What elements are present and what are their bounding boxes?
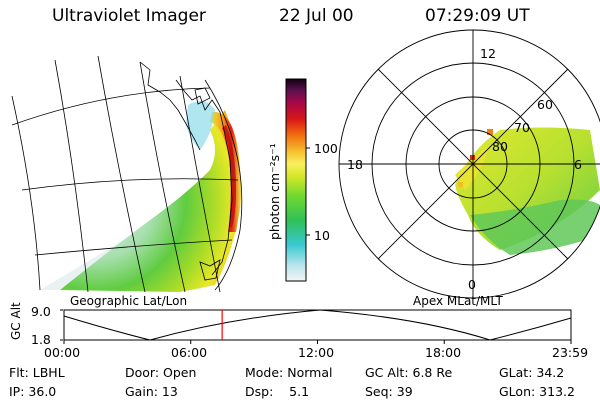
timeline-xtick: 23:59 [552,345,589,360]
status-gain: Gain: 13 [125,384,178,399]
altitude-timeline [60,309,572,344]
status-door: Door: Open [125,365,197,380]
timeline-xtick: 06:00 [171,345,208,360]
altitude-curve [63,309,572,341]
colorbar-tick-10: 10 [314,228,330,243]
lat-70-label: 70 [514,120,530,135]
status-mode: Mode: Normal [245,365,333,380]
colorbar-tick-100: 100 [314,141,338,156]
status-glon: GLon: 313.2 [499,384,575,399]
colorbar-unit-label: photon cm⁻²s⁻¹ [267,143,282,240]
meridian-line [11,95,41,291]
status-dsp: Dsp: 5.1 [245,384,310,399]
timeline-ylabel: GC Alt [9,302,23,340]
mlt-0-label: 0 [468,277,476,292]
timeline-ytick-bottom: 1.8 [31,332,51,347]
parallel-line [11,87,211,126]
status-gc-alt: GC Alt: 6.8 Re [365,365,453,380]
time-label: 07:29:09 UT [425,6,530,26]
timeline-xtick: 18:00 [425,345,462,360]
auroral-emission [60,110,241,292]
lat-60-label: 60 [537,97,553,112]
timeline-xtick: 00:00 [44,345,81,360]
instrument-title: Ultraviolet Imager [52,6,206,26]
status-flt: Flt: LBHL [9,365,65,380]
polar-plot [338,29,600,299]
right-panel-caption: Apex MLat/MLT [413,294,503,308]
status-seq: Seq: 39 [365,384,413,399]
colorbar [285,78,310,282]
status-glat: GLat: 34.2 [499,365,565,380]
mlt-18-label: 18 [347,157,363,172]
mlt-12-label: 12 [480,46,496,61]
left-panel-caption: Geographic Lat/Lon [70,294,188,308]
lat-80-label: 80 [492,139,508,154]
timeline-xtick: 12:00 [298,345,335,360]
date-label: 22 Jul 00 [279,6,354,26]
timeline-ytick-top: 9.0 [31,304,51,319]
mlt-6-label: 6 [574,157,582,172]
geographic-map [11,55,243,293]
coastline [139,61,201,151]
status-ip: IP: 36.0 [9,384,57,399]
bright-spot [487,129,493,135]
